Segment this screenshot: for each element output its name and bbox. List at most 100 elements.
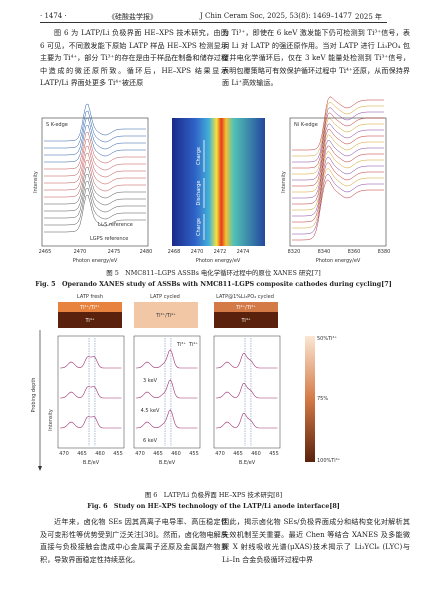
annotation: LGPS reference bbox=[90, 236, 128, 242]
spectrum bbox=[292, 123, 384, 181]
panel-label: S K-edge bbox=[46, 122, 68, 128]
spectrum bbox=[215, 412, 278, 429]
axis-label: Intensity bbox=[281, 171, 287, 193]
tick-label: 8340 bbox=[318, 249, 331, 255]
spectrum bbox=[292, 134, 384, 193]
panel-frame bbox=[133, 335, 201, 449]
spectrum bbox=[44, 166, 146, 205]
tick-label: 2465 bbox=[39, 249, 52, 255]
spectrum bbox=[292, 107, 384, 163]
spectrum bbox=[44, 187, 146, 226]
spectrum bbox=[292, 179, 384, 241]
layer-label: Ti⁴⁺ bbox=[85, 318, 95, 324]
citation: J Chin Ceram Soc, 2025, 53(8): 1469–1477 bbox=[200, 12, 352, 20]
layer bbox=[58, 312, 122, 328]
spectrum bbox=[292, 167, 384, 229]
panel-frame bbox=[289, 117, 387, 247]
spectrum bbox=[135, 379, 198, 399]
tick-label: 465 bbox=[153, 451, 163, 457]
tick-label: 8360 bbox=[348, 249, 361, 255]
annotation: Charge bbox=[196, 218, 202, 236]
axis-label: B.E/eV bbox=[159, 460, 176, 466]
colorbar-label: 100%Ti⁴⁺ bbox=[317, 458, 341, 464]
axis-label: Photon energy/eV bbox=[316, 258, 361, 264]
tick-label: 460 bbox=[171, 451, 181, 457]
paragraph: 为 Ti³⁺，即使在 6 keV 激发能下仍可检测到 Ti³⁺信号，表明 Li … bbox=[222, 28, 410, 88]
spectrum bbox=[292, 173, 384, 235]
tick-label: 455 bbox=[189, 451, 199, 457]
panel-frame bbox=[213, 335, 281, 449]
axis-label: Photon energy/eV bbox=[196, 258, 241, 264]
colorbar-label: 75% bbox=[317, 396, 328, 402]
layer-label: Ti³⁺/Ti⁴⁺ bbox=[155, 313, 176, 319]
spectrum bbox=[135, 409, 198, 429]
layer-label: Ti⁴⁺/Ti³⁺ bbox=[235, 305, 256, 311]
tick-label: 460 bbox=[95, 451, 105, 457]
axis-label: Probing depth bbox=[31, 378, 37, 413]
tick-label: 2474 bbox=[237, 249, 250, 255]
caption-cn: 图 5 NMC811–LGPS ASSBs 电化学循环过程中的原位 XANES … bbox=[106, 269, 321, 277]
tick-label: 2470 bbox=[191, 249, 204, 255]
spectrum bbox=[59, 386, 122, 399]
header-rule bbox=[40, 22, 387, 23]
peak-label: Ti⁴⁺ bbox=[188, 342, 198, 348]
arrowhead bbox=[38, 466, 42, 471]
spectrum bbox=[44, 138, 146, 177]
layer bbox=[214, 312, 278, 328]
spectrum bbox=[292, 150, 384, 211]
axis-label: Intensity bbox=[48, 409, 54, 431]
tick-label: 2470 bbox=[74, 249, 87, 255]
spectrum bbox=[292, 118, 384, 175]
tick-label: 2472 bbox=[214, 249, 227, 255]
energy-label: 4.5 keV bbox=[141, 408, 160, 414]
paragraph: 因此，揭示卤化物 SEs/负极界面成分和结构变化对解析其失效机制至关重要。最近 … bbox=[222, 517, 410, 564]
tick-label: 455 bbox=[113, 451, 123, 457]
tick-label: 470 bbox=[135, 451, 145, 457]
layer bbox=[214, 302, 278, 312]
spectrum bbox=[44, 124, 146, 163]
tick-label: 8320 bbox=[288, 249, 301, 255]
column-title: LATP@1%Li₃PO₄ cycled bbox=[216, 294, 274, 300]
spectrum bbox=[292, 112, 384, 169]
spectrum bbox=[44, 173, 146, 212]
spectrum bbox=[44, 180, 146, 219]
annotation: Charge bbox=[196, 147, 202, 165]
spectrum bbox=[44, 194, 146, 233]
spectrum bbox=[44, 131, 146, 170]
spectrum bbox=[44, 103, 146, 142]
spectrum bbox=[215, 382, 278, 399]
caption-en: Fig. 6 Study on HE–XPS technology of the… bbox=[87, 502, 340, 510]
spectrum bbox=[44, 117, 146, 156]
column-title: LATP fresh bbox=[77, 294, 103, 300]
tick-label: 2480 bbox=[140, 249, 153, 255]
journal-cn: 《硅酸盐学报》 bbox=[108, 13, 157, 21]
paragraph: 图 6 为 LATP/Li 负极界面 HE–XPS 技术研究，由图 6 可见，不… bbox=[40, 28, 228, 88]
layer-label: Ti⁴⁺/Ti³⁺ bbox=[79, 305, 100, 311]
spectrum bbox=[215, 352, 278, 369]
spectrum bbox=[59, 356, 122, 369]
tick-label: 465 bbox=[77, 451, 87, 457]
column-title: LATP cycled bbox=[150, 294, 180, 300]
spectrum bbox=[44, 159, 146, 198]
spectrum bbox=[44, 110, 146, 149]
annotation: Discharge bbox=[196, 180, 202, 205]
tick-label: 460 bbox=[251, 451, 261, 457]
paragraph: 近年来，卤化物 SEs 因其高离子电导率、高压稳定性及可变形性等优势受到广泛关注… bbox=[40, 517, 228, 564]
spectrum bbox=[292, 162, 384, 223]
tick-label: 470 bbox=[215, 451, 225, 457]
spectrum bbox=[292, 145, 384, 205]
panel-label: Ni K-edge bbox=[294, 122, 318, 128]
panel-frame bbox=[41, 117, 149, 247]
caption-cn: 图 6 LATP/Li 负极界面 HE–XPS 技术研究[8] bbox=[144, 491, 283, 499]
spectrum bbox=[292, 156, 384, 217]
axis-label: Photon energy/eV bbox=[73, 258, 118, 264]
annotation: Li₂S reference bbox=[98, 222, 133, 228]
spectrum bbox=[59, 416, 122, 429]
tick-label: 2468 bbox=[168, 249, 181, 255]
spectrum bbox=[44, 152, 146, 191]
peak-label: Ti³⁺ bbox=[176, 342, 186, 348]
tick-label: 8380 bbox=[378, 249, 391, 255]
colorbar bbox=[305, 336, 315, 462]
